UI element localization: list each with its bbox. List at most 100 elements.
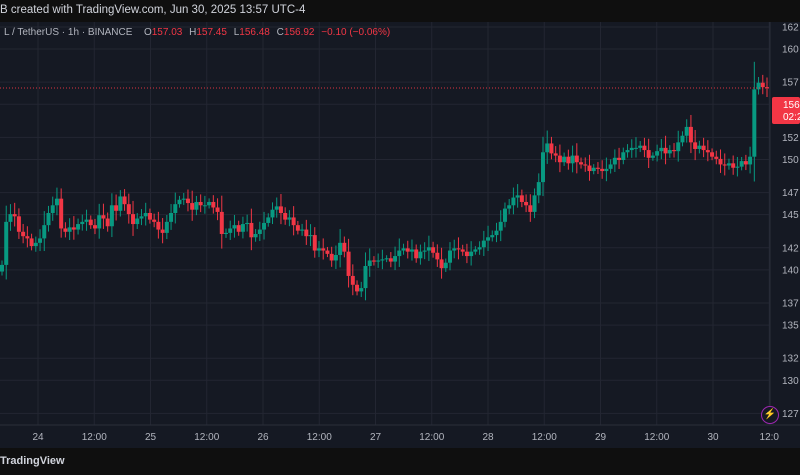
candle-body — [92, 225, 97, 229]
price-tick-label: 142 — [782, 243, 799, 254]
candle-body — [329, 253, 334, 261]
candle-body — [46, 213, 51, 226]
candle-body — [135, 218, 140, 225]
candle-body — [460, 249, 465, 252]
candle-body — [469, 251, 474, 257]
candle-body — [164, 221, 169, 233]
candle-body — [312, 235, 317, 251]
candle-body — [76, 224, 81, 230]
candle-body — [198, 201, 203, 206]
legend-high: 157.45 — [196, 27, 227, 38]
candle-body — [456, 248, 461, 250]
candlestick-chart[interactable]: 1621601571551521501471451421401371351321… — [0, 22, 800, 448]
candle-body — [291, 217, 296, 226]
candle-body — [519, 195, 524, 202]
candle-body — [338, 242, 343, 255]
candle-body — [473, 249, 478, 252]
chart-area[interactable]: 1621601571551521501471451421401371351321… — [0, 22, 800, 448]
candle-body — [443, 262, 448, 269]
candle-body — [409, 249, 414, 252]
legend-high-key: H — [189, 27, 197, 38]
candle-body — [29, 238, 34, 247]
candle-body — [629, 147, 634, 151]
candle-body — [177, 199, 182, 205]
candle-body — [278, 206, 283, 214]
candle-body — [714, 156, 719, 159]
candle-body — [118, 196, 123, 211]
candle-body — [12, 214, 17, 217]
candle-body — [266, 217, 271, 223]
tradingview-brand: TradingView — [0, 455, 65, 467]
candle-body — [274, 206, 279, 210]
candle-body — [139, 216, 144, 219]
candle-body — [672, 150, 677, 152]
candle-body — [88, 219, 93, 226]
candle-body — [448, 250, 453, 263]
candle-body — [490, 235, 495, 238]
candle-body — [25, 236, 30, 239]
candle-body — [739, 161, 744, 167]
candle-body — [414, 249, 419, 259]
candle-body — [748, 156, 753, 165]
candle-body — [105, 218, 110, 227]
price-tick-label: 127 — [782, 409, 799, 420]
legend-symbol: L / TetherUS · 1h · BINANCE — [4, 27, 133, 38]
lightning-icon[interactable]: ⚡ — [761, 406, 779, 424]
candle-body — [418, 251, 423, 259]
candle-body — [363, 266, 368, 289]
candle-body — [253, 233, 258, 238]
candle-body — [97, 215, 102, 229]
candle-body — [8, 214, 13, 222]
candle-body — [228, 228, 233, 233]
candle-body — [380, 259, 385, 261]
candle-body — [232, 225, 237, 229]
candle-body — [371, 260, 376, 262]
last-price-tag-countdown: 02:2 — [783, 112, 800, 123]
candle-body — [680, 135, 685, 143]
candle-body — [524, 201, 529, 206]
candle-body — [481, 240, 486, 248]
candle-body — [731, 163, 736, 168]
time-tick-label: 25 — [145, 432, 157, 443]
candle-body — [59, 198, 64, 229]
legend-open-key: O — [143, 27, 152, 38]
price-axis[interactable] — [770, 22, 800, 425]
candle-body — [435, 252, 440, 260]
price-tick-label: 162 — [782, 22, 799, 33]
time-tick-label: 12:00 — [194, 432, 219, 443]
candle-body — [359, 288, 364, 292]
candle-body — [545, 143, 550, 153]
candle-body — [355, 284, 360, 292]
last-price-tag-bg — [772, 97, 800, 124]
candle-body — [71, 227, 76, 230]
candle-body — [431, 247, 436, 253]
candle-body — [194, 201, 199, 210]
last-price-tag: 156 02:2 — [772, 97, 800, 124]
candle-body — [80, 221, 85, 225]
candle-body — [650, 155, 655, 158]
candle-body — [131, 214, 136, 225]
candle-body — [426, 247, 431, 251]
candle-body — [181, 198, 186, 200]
candle-body — [540, 152, 545, 183]
candles — [0, 61, 769, 301]
candle-body — [169, 213, 174, 222]
time-tick-label: 24 — [32, 432, 44, 443]
price-tick-label: 130 — [782, 376, 799, 387]
candle-body — [152, 219, 157, 222]
candle-body — [422, 250, 427, 252]
time-tick-label: 12:00 — [419, 432, 444, 443]
symbol-legend: L / TetherUS · 1h · BINANCE O157.03 H157… — [4, 27, 394, 38]
candle-body — [532, 195, 537, 212]
candle-body — [604, 168, 609, 172]
candle-body — [211, 201, 216, 208]
time-tick-label: 12:00 — [532, 432, 557, 443]
price-tick-label: 150 — [782, 155, 799, 166]
time-tick-label: 30 — [707, 432, 719, 443]
time-axis[interactable] — [0, 425, 800, 448]
candle-body — [262, 222, 267, 230]
candle-body — [190, 203, 195, 210]
time-tick-label: 12:0 — [760, 432, 780, 443]
candle-body — [566, 156, 571, 164]
candle-body — [350, 275, 355, 285]
